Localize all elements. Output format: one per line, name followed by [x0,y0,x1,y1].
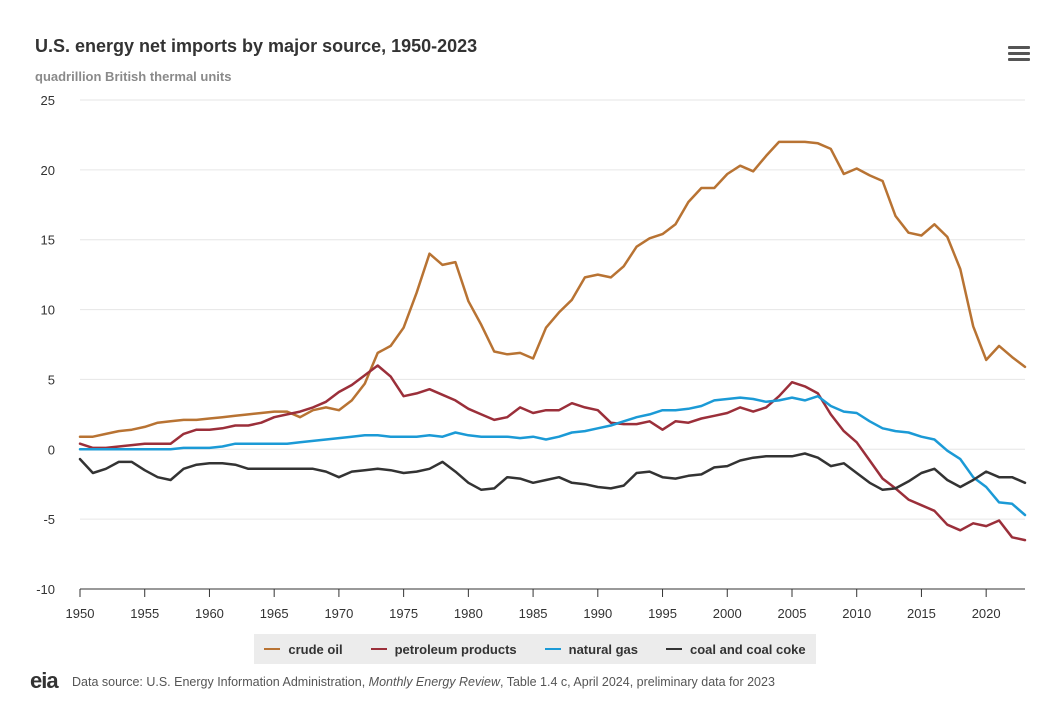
y-tick-label: 10 [41,303,55,318]
legend-label: crude oil [288,641,343,657]
chart-legend: crude oil petroleum products natural gas… [254,634,816,664]
y-tick-label: 25 [41,93,55,108]
footer-prefix: Data source: U.S. Energy Information Adm… [72,675,369,689]
y-tick-label: -10 [36,582,55,597]
footer-publication: Monthly Energy Review [368,675,500,689]
x-tick-label: 1950 [66,606,95,621]
x-tick-label: 2000 [713,606,742,621]
eia-logo: eia [30,668,59,693]
series-line-petroleum-products [78,364,1027,542]
y-tick-label: 0 [48,442,55,457]
y-tick-label: -5 [43,512,55,527]
legend-label: petroleum products [394,641,517,657]
legend-item-petroleum-products[interactable]: petroleum products [370,641,517,657]
series-line-crude-oil [78,140,1027,438]
hamburger-menu-icon[interactable] [1006,44,1032,66]
legend-label: coal and coal coke [690,641,806,657]
x-tick-label: 1990 [583,606,612,621]
footer-suffix: , Table 1.4 c, April 2024, preliminary d… [499,675,775,689]
x-tick-label: 1995 [648,606,677,621]
x-tick-label: 1975 [389,606,418,621]
x-tick-label: 2015 [907,606,936,621]
legend-item-coal[interactable]: coal and coal coke [666,642,806,657]
legend-swatch-petroleum-products [370,648,387,650]
x-tick-label: 1955 [130,606,159,621]
y-tick-label: 5 [48,372,55,387]
legend-item-crude-oil[interactable]: crude oil [264,641,343,657]
legend-swatch-coal [666,648,682,650]
x-tick-label: 1960 [195,606,224,621]
x-tick-label: 2010 [842,606,871,621]
chart-subtitle: quadrillion British thermal units [35,69,232,84]
legend-item-natural-gas[interactable]: natural gas [544,641,638,657]
legend-swatch-crude-oil [264,648,281,650]
series-line-coal-and-coal-coke [78,452,1027,492]
x-tick-label: 1970 [324,606,353,621]
x-tick-label: 2005 [778,606,807,621]
x-tick-label: 2020 [972,606,1001,621]
data-source-footer: Data source: U.S. Energy Information Adm… [72,675,775,689]
chart-title: U.S. energy net imports by major source,… [35,36,478,56]
x-tick-label: 1965 [260,606,289,621]
y-tick-label: 20 [41,163,55,178]
x-tick-label: 1985 [519,606,548,621]
legend-swatch-natural-gas [544,648,561,650]
legend-label: natural gas [568,641,638,657]
series-line-natural-gas [78,394,1027,517]
y-tick-label: 15 [41,233,55,248]
x-tick-label: 1980 [454,606,483,621]
